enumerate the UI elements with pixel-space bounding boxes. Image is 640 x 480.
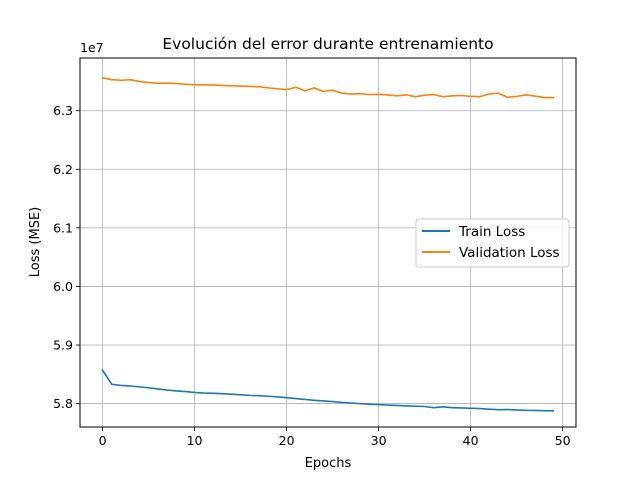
y-axis-label: Loss (MSE) xyxy=(28,207,43,277)
y-tick-label: 6.2 xyxy=(53,162,73,177)
y-tick-label: 6.1 xyxy=(53,220,73,235)
legend: Train Loss Validation Loss xyxy=(415,218,570,268)
x-tick-label: 40 xyxy=(463,433,479,448)
y-tick-label: 5.9 xyxy=(53,338,73,353)
x-tick-label: 30 xyxy=(371,433,387,448)
y-axis-offset-label: 1e7 xyxy=(80,40,104,55)
y-tick-label: 5.8 xyxy=(53,396,73,411)
x-tick-label: 50 xyxy=(555,433,571,448)
legend-label-train: Train Loss xyxy=(458,224,525,240)
x-tick-label: 20 xyxy=(279,433,295,448)
chart-title: Evolución del error durante entrenamient… xyxy=(162,35,493,53)
ticks: 0 10 20 30 40 50 5.8 5.9 6.0 6.1 6.2 6.3 xyxy=(53,103,571,448)
legend-frame xyxy=(415,218,570,268)
y-tick-label: 6.0 xyxy=(53,279,73,294)
x-tick-label: 0 xyxy=(99,433,107,448)
plot-frame xyxy=(79,57,577,428)
x-tick-label: 10 xyxy=(187,433,203,448)
x-axis-label: Epochs xyxy=(305,456,352,471)
validation-loss-line xyxy=(101,76,555,99)
series-lines xyxy=(101,76,555,412)
train-loss-line xyxy=(101,369,555,412)
y-tick-label: 6.3 xyxy=(53,103,73,118)
legend-label-validation: Validation Loss xyxy=(459,245,560,261)
